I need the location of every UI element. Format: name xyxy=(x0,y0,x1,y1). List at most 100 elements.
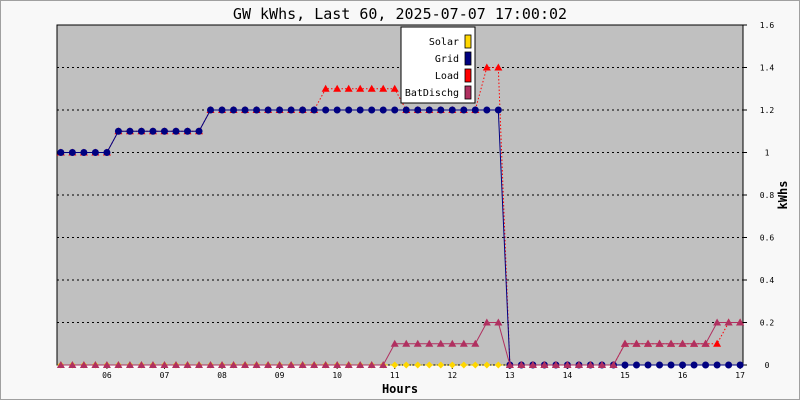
data-point-batdischg xyxy=(287,361,296,368)
data-point-load xyxy=(356,84,365,92)
y-axis-ticks: 0 0.2 0.4 0.6 0.8 1 1.2 1.4 1.6 xyxy=(743,21,774,370)
data-point-grid xyxy=(207,106,215,114)
data-point-batdischg xyxy=(459,339,468,347)
data-point-batdischg xyxy=(310,361,319,368)
data-point-grid xyxy=(471,106,479,114)
data-point-grid xyxy=(667,361,675,369)
data-point-batdischg xyxy=(517,361,526,368)
data-point-batdischg xyxy=(56,361,65,368)
data-point-batdischg xyxy=(644,339,653,347)
data-point-batdischg xyxy=(413,339,422,347)
data-point-grid xyxy=(644,361,652,369)
grid-lines xyxy=(57,67,743,323)
data-point-batdischg xyxy=(436,339,445,347)
data-point-grid xyxy=(183,127,191,135)
data-point-batdischg xyxy=(356,361,365,368)
data-point-batdischg xyxy=(241,361,250,368)
data-point-batdischg xyxy=(125,361,134,368)
data-point-batdischg xyxy=(528,361,537,368)
data-point-grid xyxy=(621,361,629,369)
data-point-grid xyxy=(172,127,180,135)
data-point-batdischg xyxy=(171,361,180,368)
data-point-solar xyxy=(460,361,468,369)
data-point-load xyxy=(333,84,342,92)
data-point-grid xyxy=(287,106,295,114)
x-tick-label: 13 xyxy=(505,371,515,380)
data-point-batdischg xyxy=(563,361,572,368)
series-grid xyxy=(57,106,744,369)
data-point-batdischg xyxy=(183,361,192,368)
data-point-grid xyxy=(713,361,721,369)
data-point-batdischg xyxy=(229,361,238,368)
data-point-batdischg xyxy=(736,318,745,326)
y-axis-label: kWhs xyxy=(776,181,790,210)
data-point-grid xyxy=(414,106,422,114)
data-point-grid xyxy=(114,127,122,135)
data-point-grid xyxy=(656,361,664,369)
x-axis-label: Hours xyxy=(382,382,418,396)
data-point-grid xyxy=(679,361,687,369)
y-tick-label: 1.4 xyxy=(760,64,775,73)
data-point-batdischg xyxy=(690,339,699,347)
data-point-grid xyxy=(68,149,76,156)
data-point-batdischg xyxy=(264,361,273,368)
data-point-grid xyxy=(310,106,318,114)
data-point-grid xyxy=(80,149,88,156)
x-tick-label: 10 xyxy=(332,371,342,380)
data-point-grid xyxy=(241,106,249,114)
data-point-batdischg xyxy=(79,361,88,368)
data-point-grid xyxy=(264,106,272,114)
data-point-batdischg xyxy=(574,361,583,368)
data-point-batdischg xyxy=(701,339,710,347)
data-point-grid xyxy=(299,106,307,114)
data-point-batdischg xyxy=(102,361,111,368)
data-point-load xyxy=(482,63,491,71)
data-point-batdischg xyxy=(344,361,353,368)
plot-area xyxy=(56,24,744,366)
data-point-grid xyxy=(391,106,399,114)
data-point-grid xyxy=(379,106,387,114)
x-tick-label: 06 xyxy=(102,371,112,380)
data-point-grid xyxy=(702,361,710,369)
data-point-batdischg xyxy=(379,361,388,368)
legend: Solar Grid Load BatDischg xyxy=(400,26,476,104)
data-point-solar xyxy=(425,361,433,369)
data-point-batdischg xyxy=(321,361,330,368)
data-point-grid xyxy=(494,106,502,114)
legend-swatch-batdischg xyxy=(464,85,472,100)
data-point-grid xyxy=(195,127,203,135)
data-point-grid xyxy=(276,106,284,114)
data-point-batdischg xyxy=(678,339,687,347)
data-point-batdischg xyxy=(402,339,411,347)
legend-label-grid: Grid xyxy=(435,54,459,65)
data-point-solar xyxy=(494,361,502,369)
data-point-grid xyxy=(483,106,491,114)
data-point-batdischg xyxy=(655,339,664,347)
data-point-batdischg xyxy=(206,361,215,368)
x-tick-label: 17 xyxy=(735,371,745,380)
y-tick-label: 1.6 xyxy=(760,21,775,30)
data-point-grid xyxy=(103,149,111,156)
data-point-batdischg xyxy=(540,361,549,368)
data-point-grid xyxy=(91,149,99,156)
legend-swatch-grid xyxy=(464,51,472,66)
data-point-grid xyxy=(633,361,641,369)
data-point-grid xyxy=(253,106,261,114)
data-point-solar xyxy=(483,361,491,369)
data-point-grid xyxy=(736,361,744,369)
data-point-batdischg xyxy=(667,339,676,347)
data-point-load xyxy=(390,84,399,92)
y-tick-label: 0.4 xyxy=(760,276,775,285)
data-point-solar xyxy=(471,361,479,369)
data-point-batdischg xyxy=(68,361,77,368)
data-point-grid xyxy=(230,106,238,114)
data-point-solar xyxy=(402,361,410,369)
legend-box xyxy=(400,26,476,104)
data-point-grid xyxy=(437,106,445,114)
data-point-grid xyxy=(137,127,145,135)
data-point-batdischg xyxy=(367,361,376,368)
data-point-load xyxy=(494,63,503,71)
data-point-grid xyxy=(345,106,353,114)
data-point-batdischg xyxy=(390,339,399,347)
